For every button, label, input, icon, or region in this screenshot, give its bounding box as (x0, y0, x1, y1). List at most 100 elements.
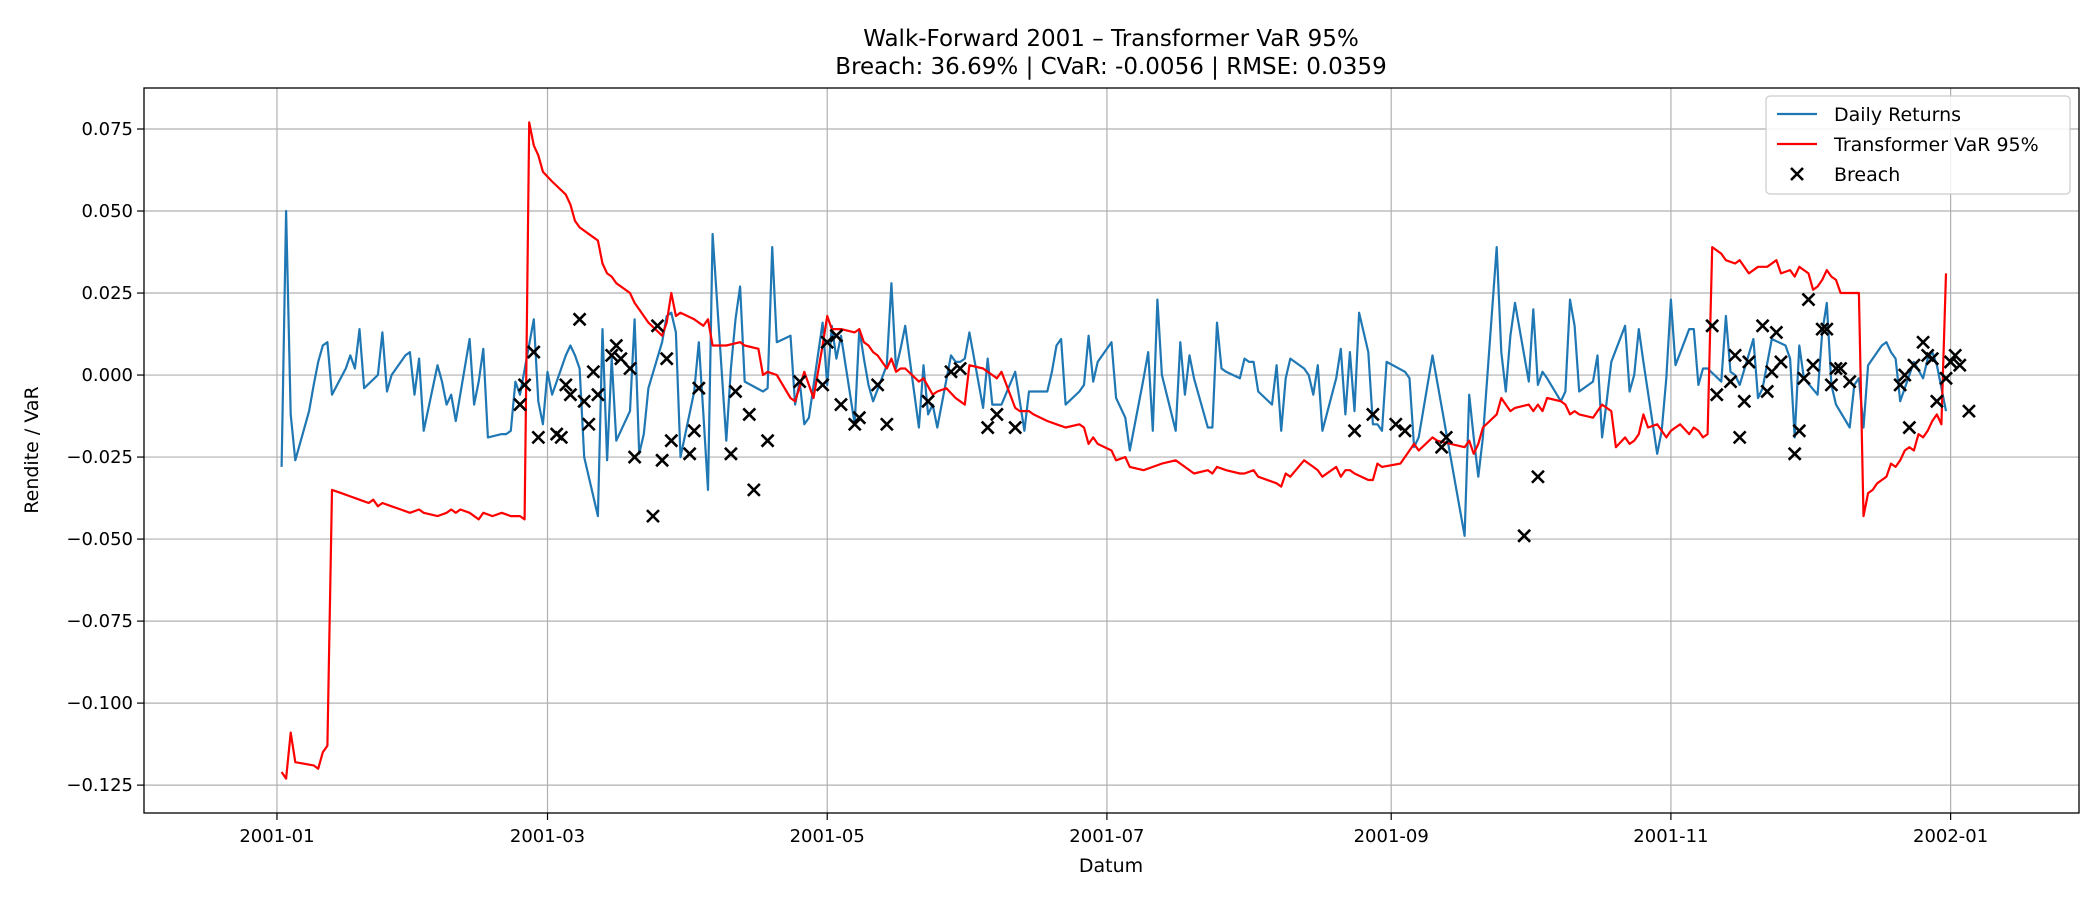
breach-marker (1398, 423, 1412, 438)
breach-marker-stroke (1774, 355, 1788, 369)
legend-label-var: Transformer VaR 95% (1833, 134, 2039, 156)
breach-marker (1815, 322, 1830, 337)
breach-marker (659, 351, 674, 366)
y-tick-label: 0.075 (81, 119, 133, 140)
breach-marker-stroke (760, 433, 775, 448)
breach-marker (829, 328, 844, 343)
breach-marker (1952, 358, 1967, 373)
breach-marker-stroke (1842, 374, 1857, 389)
breach-marker (517, 377, 532, 392)
breach-marker-stroke (1916, 335, 1931, 350)
breach-marker (623, 361, 637, 376)
breach-marker (1434, 440, 1449, 455)
chart-subtitle: Breach: 36.69% | CVaR: -0.0056 | RMSE: 0… (835, 54, 1386, 80)
breach-marker-stroke (829, 328, 844, 343)
breach-marker (879, 417, 894, 432)
breach-marker-stroke (870, 377, 885, 392)
breach-marker (1829, 361, 1843, 376)
breach-marker-stroke (655, 453, 670, 468)
breach-marker-stroke (820, 335, 835, 350)
breach-marker (1792, 423, 1807, 438)
breach-marker (572, 312, 587, 327)
breach-marker (609, 338, 624, 353)
breach-marker (1842, 374, 1857, 389)
y-axis-label: Rendite / VaR (21, 386, 43, 513)
breach-marker-stroke (1962, 404, 1976, 419)
breach-marker-stroke (682, 446, 697, 461)
breach-marker (1939, 371, 1953, 386)
y-tick-label: 0.025 (81, 283, 133, 304)
breach-marker-stroke (746, 482, 761, 497)
breach-marker-stroke (1815, 322, 1830, 337)
breach-marker-stroke (1907, 358, 1921, 373)
breach-marker-stroke (1893, 377, 1908, 392)
breach-marker-stroke (1801, 292, 1816, 307)
breach-marker-stroke (1829, 361, 1843, 376)
y-tick-label: −0.100 (66, 693, 133, 714)
chart-title: Walk-Forward 2001 – Transformer VaR 95% (863, 26, 1359, 52)
breach-marker-stroke (577, 394, 592, 409)
breach-marker (1705, 318, 1720, 333)
breach-marker-stroke (815, 377, 830, 392)
breach-marker-stroke (1365, 407, 1380, 422)
breach-marker-stroke (623, 361, 637, 376)
breach-marker (1806, 358, 1820, 373)
breach-marker-stroke (1723, 374, 1738, 389)
breach-marker (687, 423, 702, 438)
breach-marker-stroke (563, 387, 578, 402)
legend: Daily Returns Transformer VaR 95% Breach (1765, 95, 2071, 195)
breach-marker-stroke (604, 348, 619, 363)
breach-marker-stroke (1796, 371, 1811, 386)
breach-marker (531, 430, 546, 445)
breach-marker (1787, 446, 1802, 461)
breach-marker-stroke (558, 377, 573, 392)
breach-marker (1008, 420, 1023, 435)
breach-marker (792, 374, 807, 389)
breach-marker-stroke (834, 397, 848, 412)
breach-marker-stroke (852, 410, 867, 425)
breach-marker (513, 397, 527, 412)
breach-marker-stroke (792, 374, 807, 389)
breach-marker (1709, 387, 1724, 402)
legend-label-breach: Breach (1834, 164, 1900, 186)
breach-marker-stroke (513, 397, 527, 412)
x-tick-label: 2001-01 (239, 826, 314, 847)
breach-marker-stroke (1347, 423, 1362, 438)
breach-marker (742, 407, 757, 422)
breach-markers (513, 292, 1976, 543)
breach-marker (1902, 420, 1917, 435)
breach-marker-stroke (989, 407, 1004, 422)
breach-marker-stroke (586, 364, 601, 379)
breach-marker-stroke (1769, 325, 1784, 340)
legend-label-returns: Daily Returns (1834, 104, 1961, 126)
breach-marker (1962, 404, 1976, 419)
breach-marker-stroke (953, 361, 968, 376)
breach-marker-stroke (1929, 394, 1944, 409)
plot-series (280, 121, 1948, 780)
x-axis-label: Datum (1079, 855, 1143, 877)
breach-marker (691, 381, 706, 396)
breach-marker (944, 364, 958, 379)
breach-marker (655, 453, 670, 468)
grid (144, 88, 2079, 813)
breach-marker (815, 377, 830, 392)
x-tick-label: 2001-03 (510, 826, 585, 847)
breach-marker-stroke (691, 381, 706, 396)
breach-marker-stroke (1732, 430, 1747, 445)
x-tick-label: 2002-01 (1913, 826, 1988, 847)
breach-marker-stroke (1925, 351, 1940, 366)
breach-marker (921, 394, 936, 409)
breach-marker (1769, 325, 1784, 340)
breach-marker-stroke (1792, 423, 1807, 438)
breach-marker-stroke (1728, 348, 1743, 363)
breach-marker (1517, 528, 1532, 543)
x-tick-label: 2001-09 (1354, 826, 1429, 847)
breach-marker-stroke (1787, 446, 1802, 461)
breach-marker-stroke (1439, 430, 1454, 445)
breach-marker (1943, 355, 1958, 369)
breach-marker (646, 509, 660, 524)
legend-swatch-breach (1790, 167, 1804, 181)
breach-marker-stroke (1709, 387, 1724, 402)
breach-marker (1723, 374, 1738, 389)
breach-marker-stroke (687, 423, 702, 438)
